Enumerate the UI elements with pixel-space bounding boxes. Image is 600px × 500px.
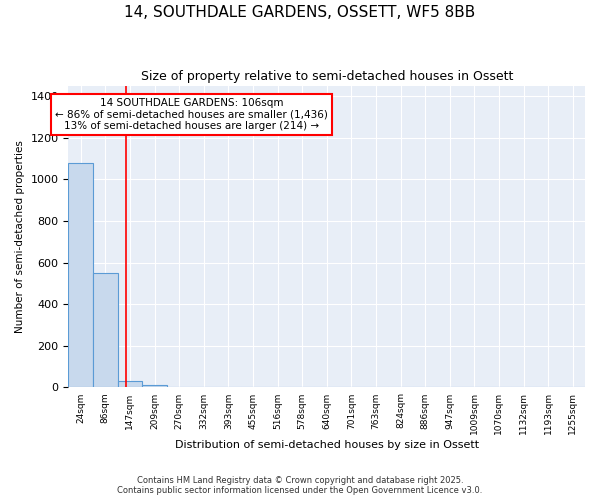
- X-axis label: Distribution of semi-detached houses by size in Ossett: Distribution of semi-detached houses by …: [175, 440, 479, 450]
- Text: 14, SOUTHDALE GARDENS, OSSETT, WF5 8BB: 14, SOUTHDALE GARDENS, OSSETT, WF5 8BB: [124, 5, 476, 20]
- Title: Size of property relative to semi-detached houses in Ossett: Size of property relative to semi-detach…: [140, 70, 513, 83]
- Bar: [142, 386, 167, 388]
- Bar: [118, 381, 142, 388]
- Y-axis label: Number of semi-detached properties: Number of semi-detached properties: [15, 140, 25, 333]
- Bar: [93, 273, 118, 388]
- Text: Contains HM Land Registry data © Crown copyright and database right 2025.
Contai: Contains HM Land Registry data © Crown c…: [118, 476, 482, 495]
- Text: 14 SOUTHDALE GARDENS: 106sqm
← 86% of semi-detached houses are smaller (1,436)
1: 14 SOUTHDALE GARDENS: 106sqm ← 86% of se…: [55, 98, 328, 131]
- Bar: [68, 162, 93, 388]
